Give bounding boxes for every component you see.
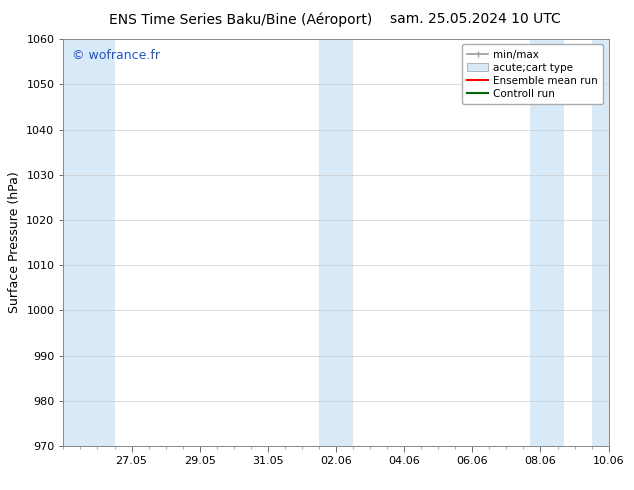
Bar xyxy=(63,39,115,446)
Bar xyxy=(530,39,564,446)
Text: ENS Time Series Baku/Bine (Aéroport): ENS Time Series Baku/Bine (Aéroport) xyxy=(109,12,373,27)
Bar xyxy=(319,39,353,446)
Bar xyxy=(592,39,609,446)
Y-axis label: Surface Pressure (hPa): Surface Pressure (hPa) xyxy=(8,172,21,314)
Text: sam. 25.05.2024 10 UTC: sam. 25.05.2024 10 UTC xyxy=(390,12,561,26)
Legend: min/max, acute;cart type, Ensemble mean run, Controll run: min/max, acute;cart type, Ensemble mean … xyxy=(462,45,604,104)
Text: © wofrance.fr: © wofrance.fr xyxy=(72,49,160,62)
